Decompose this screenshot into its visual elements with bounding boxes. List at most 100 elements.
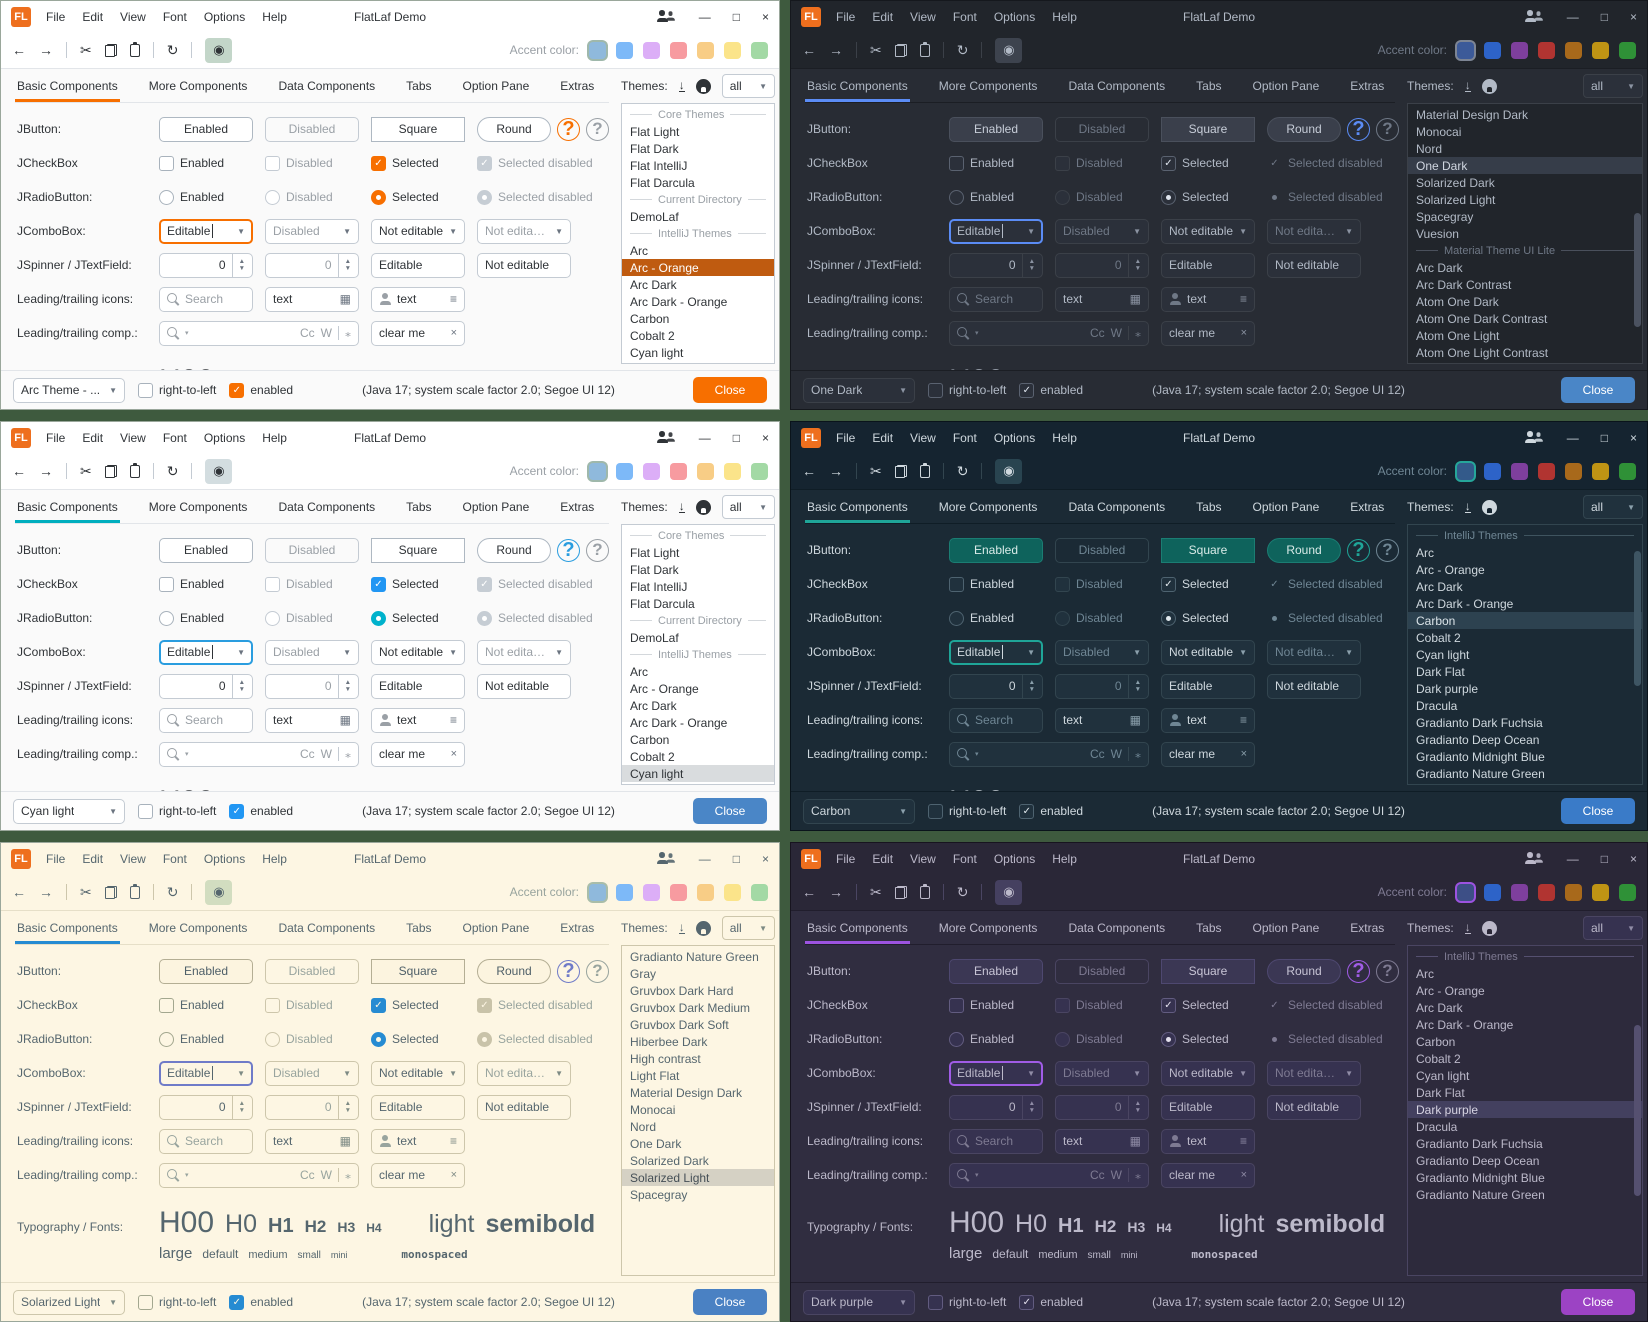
menu-help[interactable]: Help xyxy=(1052,851,1077,866)
theme-list-item-dark-flat[interactable]: Dark Flat xyxy=(622,361,774,364)
tab-option-pane[interactable]: Option Pane xyxy=(1252,499,1320,514)
tab-data-components[interactable]: Data Components xyxy=(1068,920,1166,935)
theme-list-item-gradianto-deep-ocean[interactable]: Gradianto Deep Ocean xyxy=(1416,1153,1540,1168)
cut-icon[interactable]: ✂ xyxy=(870,884,882,900)
accent-swatch-2[interactable] xyxy=(1484,462,1501,480)
accent-swatch-5[interactable] xyxy=(1565,41,1582,59)
theme-selector-dropdown[interactable]: One Dark ▼ xyxy=(803,377,915,403)
close-button[interactable]: Close xyxy=(1561,377,1635,403)
menu-edit[interactable]: Edit xyxy=(82,9,104,24)
theme-list-item-dark-flat[interactable]: Dark Flat xyxy=(1416,1085,1465,1100)
enabled-button[interactable]: Enabled xyxy=(159,958,253,984)
spinner[interactable]: 0 ▲ ▼ xyxy=(949,673,1043,699)
theme-list-item-demolaf[interactable]: DemoLaf xyxy=(630,630,679,645)
tab-extras[interactable]: Extras xyxy=(1350,920,1385,935)
theme-list-item-vuesion[interactable]: Vuesion xyxy=(1416,226,1459,241)
tab-basic-components[interactable]: Basic Components xyxy=(15,911,120,944)
clear-me-input[interactable]: clear me × xyxy=(1161,1162,1255,1188)
show-toggle-button[interactable]: ◉ xyxy=(995,37,1023,63)
copy-icon[interactable] xyxy=(104,43,117,57)
accent-swatch-7[interactable] xyxy=(751,883,768,901)
accent-swatch-7[interactable] xyxy=(1619,41,1636,59)
users-icon[interactable] xyxy=(656,852,677,865)
checkbox-selected[interactable]: ✓ Selected xyxy=(1161,155,1255,171)
square-button[interactable]: Square xyxy=(1161,537,1255,563)
accent-swatch-4[interactable] xyxy=(670,883,687,901)
maximize-button[interactable]: □ xyxy=(1600,9,1608,24)
help-button-primary[interactable]: ? xyxy=(1347,538,1370,562)
radio-enabled[interactable]: Enabled xyxy=(159,189,253,205)
theme-list-item-gradianto-nature-green[interactable]: Gradianto Nature Green xyxy=(630,949,759,964)
textfield-editable[interactable]: Editable xyxy=(1161,252,1255,278)
round-button[interactable]: Round xyxy=(1267,537,1341,563)
enabled-checkbox[interactable]: ✓ enabled xyxy=(229,382,293,398)
theme-list-item-arc-orange[interactable]: Arc - Orange xyxy=(630,681,699,696)
square-button[interactable]: Square xyxy=(371,116,465,142)
theme-list-item-dark-purple[interactable]: Dark purple xyxy=(1408,1101,1642,1118)
theme-list-item-cyan-light[interactable]: Cyan light xyxy=(630,345,684,360)
download-theme-icon[interactable]: ↓ xyxy=(678,499,685,513)
menu-font[interactable]: Font xyxy=(952,430,977,445)
theme-list-item-arc-dark-contrast[interactable]: Arc Dark Contrast xyxy=(1416,277,1512,292)
theme-list-item-light-flat[interactable]: Light Flat xyxy=(630,1068,680,1083)
theme-list-item-gradianto-midnight-blue[interactable]: Gradianto Midnight Blue xyxy=(1416,1170,1545,1185)
close-button[interactable]: Close xyxy=(1561,798,1635,824)
paste-icon[interactable] xyxy=(129,463,140,478)
theme-list-item-arc-dark-orange[interactable]: Arc Dark - Orange xyxy=(630,294,728,309)
theme-list-item-atom-one-dark-contrast[interactable]: Atom One Dark Contrast xyxy=(1416,311,1548,326)
minimize-button[interactable]: — xyxy=(698,430,711,445)
download-theme-icon[interactable]: ↓ xyxy=(1464,920,1471,934)
minimize-button[interactable]: — xyxy=(698,9,711,24)
maximize-button[interactable]: □ xyxy=(732,851,740,866)
tab-more-components[interactable]: More Components xyxy=(148,78,248,93)
menu-view[interactable]: View xyxy=(910,9,936,24)
accent-swatch-3[interactable] xyxy=(643,883,660,901)
spinner[interactable]: 0 ▲ ▼ xyxy=(949,1094,1043,1120)
cut-icon[interactable]: ✂ xyxy=(870,463,882,479)
theme-list-item-solarized-light[interactable]: Solarized Light xyxy=(1416,192,1496,207)
theme-list-item-arc-dark[interactable]: Arc Dark xyxy=(1416,579,1463,594)
cut-icon[interactable]: ✂ xyxy=(80,463,92,479)
theme-list-item-nord[interactable]: Nord xyxy=(1416,141,1443,156)
accent-swatch-7[interactable] xyxy=(1619,462,1636,480)
minimize-button[interactable]: — xyxy=(1566,430,1579,445)
themes-filter-dropdown[interactable]: all ▼ xyxy=(1583,495,1643,519)
theme-list-item-atom-one-dark[interactable]: Atom One Dark xyxy=(1416,294,1499,309)
theme-list-item-gradianto-dark-fuchsia[interactable]: Gradianto Dark Fuchsia xyxy=(1416,715,1543,730)
theme-list-item-monocai[interactable]: Monocai xyxy=(1416,124,1462,139)
cut-icon[interactable]: ✂ xyxy=(870,42,882,58)
menu-options[interactable]: Options xyxy=(993,9,1036,24)
download-theme-icon[interactable]: ↓ xyxy=(678,78,685,92)
enabled-button[interactable]: Enabled xyxy=(949,958,1043,984)
show-toggle-button[interactable]: ◉ xyxy=(205,458,233,484)
accent-swatch-1[interactable] xyxy=(589,462,606,480)
close-window-button[interactable]: × xyxy=(1629,9,1637,24)
search-with-options-input[interactable]: ▾ Cc W ⁎ xyxy=(949,1162,1149,1188)
checkbox-selected[interactable]: ✓ Selected xyxy=(371,576,465,592)
enabled-button[interactable]: Enabled xyxy=(159,537,253,563)
theme-list-item-arc-dark[interactable]: Arc Dark xyxy=(1416,260,1463,275)
github-icon[interactable] xyxy=(1481,499,1497,515)
accent-swatch-2[interactable] xyxy=(1484,41,1501,59)
tab-extras[interactable]: Extras xyxy=(1350,499,1385,514)
paste-icon[interactable] xyxy=(129,42,140,57)
theme-list-item-dark-purple[interactable]: Dark purple xyxy=(1416,681,1479,696)
theme-list-item-hiberbee-dark[interactable]: Hiberbee Dark xyxy=(630,1034,708,1049)
accent-swatch-7[interactable] xyxy=(751,41,768,59)
theme-list-item-arc-dark-orange[interactable]: Arc Dark - Orange xyxy=(1416,1017,1514,1032)
accent-swatch-1[interactable] xyxy=(1457,41,1474,59)
checkbox-selected[interactable]: ✓ Selected xyxy=(1161,576,1255,592)
tab-option-pane[interactable]: Option Pane xyxy=(462,499,530,514)
checkbox-selected[interactable]: ✓ Selected xyxy=(1161,997,1255,1013)
theme-list-item-gradianto-midnight-blue[interactable]: Gradianto Midnight Blue xyxy=(1416,749,1545,764)
theme-list-item-demolaf[interactable]: DemoLaf xyxy=(630,209,679,224)
enabled-checkbox[interactable]: ✓ enabled xyxy=(1019,803,1083,819)
square-button[interactable]: Square xyxy=(371,958,465,984)
theme-list-item-spacegray[interactable]: Spacegray xyxy=(1416,209,1474,224)
checkbox-selected[interactable]: ✓ Selected xyxy=(371,997,465,1013)
refresh-icon[interactable]: ↻ xyxy=(956,463,969,479)
menu-view[interactable]: View xyxy=(910,430,936,445)
help-button-secondary[interactable]: ? xyxy=(1376,538,1399,562)
accent-swatch-5[interactable] xyxy=(697,41,714,59)
show-toggle-button[interactable]: ◉ xyxy=(205,879,233,905)
